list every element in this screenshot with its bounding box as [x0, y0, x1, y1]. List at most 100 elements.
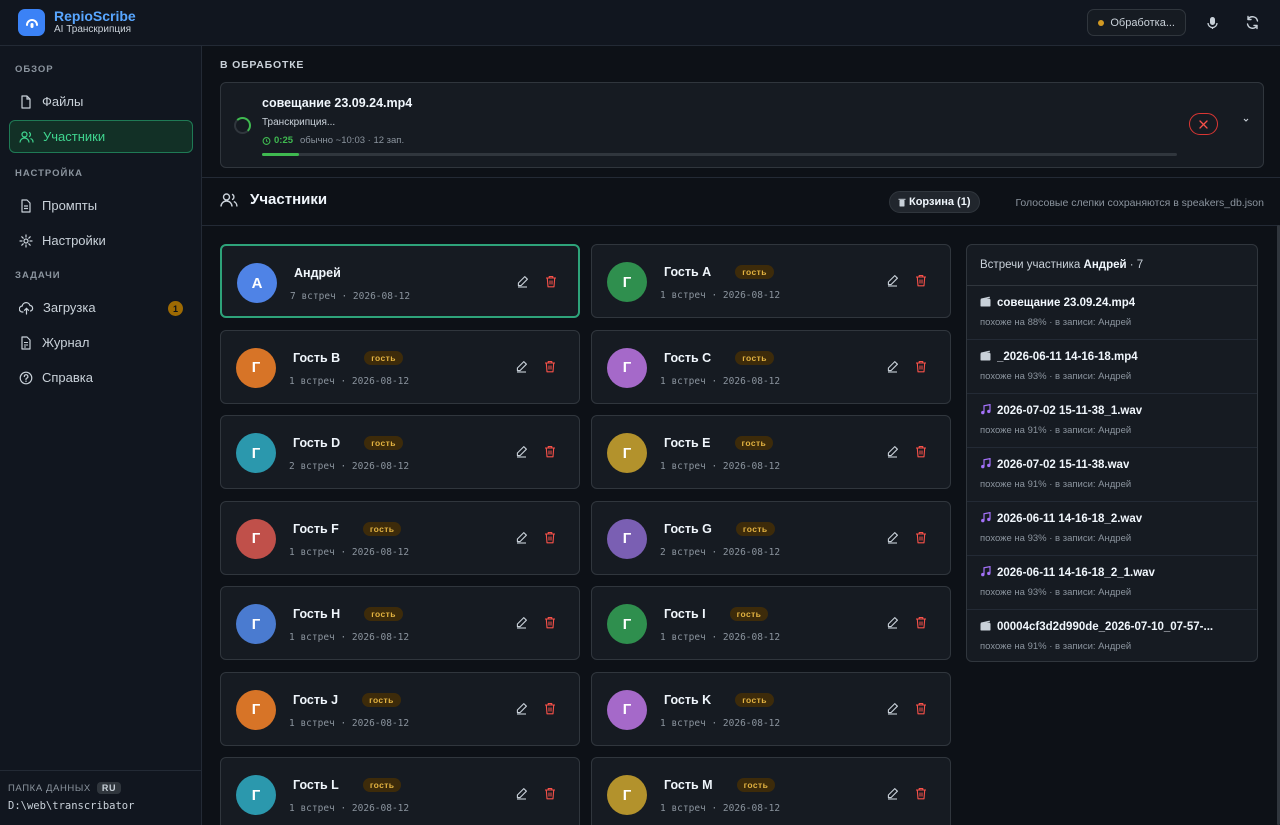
edit-participant-button[interactable]	[515, 445, 530, 460]
delete-participant-button[interactable]	[544, 531, 559, 546]
meeting-file-name: 2026-07-02 15-11-38.wav	[997, 459, 1130, 471]
edit-participant-button[interactable]	[886, 702, 901, 717]
participant-meta: 1 встреч · 2026-08-12	[660, 461, 781, 472]
delete-participant-button[interactable]	[915, 274, 930, 289]
edit-participant-button[interactable]	[886, 616, 901, 631]
meetings-heading-count: · 7	[1129, 259, 1144, 271]
delete-participant-button[interactable]	[544, 445, 559, 460]
edit-participant-button[interactable]	[516, 275, 531, 290]
expand-job-button[interactable]	[1243, 111, 1249, 125]
participant-card[interactable]: А Андрей 7 встреч · 2026-08-12	[220, 244, 580, 318]
meeting-similarity: похоже на 91% · в записи: Андрей	[980, 641, 1132, 652]
meeting-item[interactable]: 2026-06-11 14-16-18_2.wav похоже на 93% ·…	[967, 502, 1257, 556]
participant-card[interactable]: Г Гость J гость 1 встреч · 2026-08-12	[220, 671, 580, 746]
refresh-button[interactable]	[1238, 9, 1266, 37]
chevron-down-icon	[1243, 118, 1249, 122]
sidebar-item-label: Участники	[43, 129, 106, 144]
meeting-file-name: _2026-06-11 14-16-18.mp4	[997, 351, 1138, 363]
participant-card[interactable]: Г Гость M гость 1 встреч · 2026-08-12	[591, 757, 951, 825]
participant-meetings-panel: Встречи участника Андрей · 7 совещание 2…	[966, 244, 1258, 662]
avatar: Г	[607, 433, 647, 473]
meeting-file-name: совещание 23.09.24.mp4	[997, 297, 1136, 309]
edit-participant-button[interactable]	[886, 787, 901, 802]
participant-card[interactable]: Г Гость H гость 1 встреч · 2026-08-12	[220, 586, 580, 660]
pencil-icon	[886, 788, 899, 803]
edit-participant-button[interactable]	[886, 274, 901, 289]
delete-participant-button[interactable]	[915, 787, 930, 802]
section-label-setup: НАСТРОЙКА	[15, 168, 83, 179]
job-meta: обычно ~10:03 · 12 зап.	[300, 135, 405, 146]
participant-card[interactable]: Г Гость K гость 1 встреч · 2026-08-12	[591, 671, 951, 746]
participant-meta: 1 встреч · 2026-08-12	[660, 632, 781, 643]
participant-card[interactable]: Г Гость F гость 1 встреч · 2026-08-12	[220, 500, 580, 575]
participant-card[interactable]: Г Гость I гость 1 встреч · 2026-08-12	[591, 586, 951, 660]
delete-participant-button[interactable]	[915, 360, 930, 375]
brand[interactable]: RepioScribe AI Транскрипция	[0, 9, 200, 36]
participant-meta: 1 встреч · 2026-08-12	[660, 375, 781, 387]
sidebar-item-participants[interactable]: Участники	[9, 120, 193, 153]
participant-name: Гость L	[293, 778, 339, 792]
meeting-item[interactable]: 00004cf3d2d990de_2026-07-10_07-57-... пох…	[967, 610, 1257, 661]
gear-icon	[19, 233, 33, 248]
participant-card[interactable]: Г Гость E гость 1 встреч · 2026-08-12	[591, 415, 951, 489]
sidebar-item-prompts[interactable]: Промпты	[9, 189, 193, 222]
edit-participant-button[interactable]	[515, 531, 530, 546]
sidebar-item-settings[interactable]: Настройки	[9, 224, 193, 257]
meeting-item[interactable]: _2026-06-11 14-16-18.mp4 похоже на 93% · …	[967, 340, 1257, 394]
participant-name: Гость M	[664, 778, 713, 792]
delete-participant-button[interactable]	[544, 787, 559, 802]
microphone-button[interactable]	[1198, 9, 1226, 37]
participant-card[interactable]: Г Гость L гость 1 встреч · 2026-08-12	[220, 757, 580, 825]
participant-card[interactable]: Г Гость B гость 1 встреч · 2026-08-12	[220, 329, 580, 404]
edit-participant-button[interactable]	[886, 531, 901, 546]
avatar-initial: Г	[251, 530, 261, 547]
edit-participant-button[interactable]	[515, 702, 530, 717]
voiceprint-note: Голосовые слепки сохраняются в speakers_…	[1015, 197, 1264, 209]
edit-participant-button[interactable]	[515, 616, 530, 631]
delete-participant-button[interactable]	[915, 531, 930, 546]
delete-participant-button[interactable]	[915, 616, 930, 631]
processing-status-label: Обработка...	[1110, 16, 1175, 29]
delete-participant-button[interactable]	[915, 445, 930, 460]
avatar: Г	[607, 347, 647, 388]
edit-participant-button[interactable]	[886, 445, 901, 460]
sidebar-item-label: Настройки	[42, 233, 106, 248]
participant-meta: 2 встреч · 2026-08-12	[289, 461, 410, 472]
main-scrollbar[interactable]	[1277, 225, 1280, 825]
meeting-item[interactable]: 2026-06-11 14-16-18_2_1.wav похоже на 93%…	[967, 556, 1257, 610]
sidebar-item-journal[interactable]: Журнал	[9, 326, 193, 359]
participant-card[interactable]: Г Гость A гость 1 встреч · 2026-08-12	[591, 244, 951, 318]
language-badge[interactable]: RU	[96, 782, 122, 794]
participant-card[interactable]: Г Гость C гость 1 встреч · 2026-08-12	[591, 329, 951, 404]
meeting-item[interactable]: совещание 23.09.24.mp4 похоже на 88% · в …	[967, 286, 1257, 340]
delete-participant-button[interactable]	[544, 616, 559, 631]
sidebar-item-files[interactable]: Файлы	[9, 85, 193, 118]
sidebar: ОБЗОР Файлы Участники НАСТРОЙКА Промпты …	[0, 46, 202, 825]
edit-participant-button[interactable]	[515, 787, 530, 802]
sidebar-item-help[interactable]: Справка	[9, 361, 193, 394]
cancel-job-button[interactable]	[1189, 113, 1218, 135]
participant-card[interactable]: Г Гость G гость 2 встреч · 2026-08-12	[591, 500, 951, 575]
participant-card[interactable]: Г Гость D гость 2 встреч · 2026-08-12	[220, 415, 580, 489]
guest-badge: гость	[364, 350, 403, 365]
audio-file-icon	[980, 512, 997, 526]
trash-icon	[544, 617, 556, 632]
processing-status-button[interactable]: Обработка...	[1087, 9, 1186, 36]
edit-participant-button[interactable]	[515, 360, 530, 375]
avatar: Г	[236, 604, 276, 644]
sidebar-item-upload[interactable]: Загрузка 1	[9, 291, 193, 324]
pencil-icon	[515, 702, 528, 718]
trash-button[interactable]: Корзина (1)	[889, 191, 980, 213]
close-icon	[1199, 119, 1208, 129]
participant-meta: 1 встреч · 2026-08-12	[660, 717, 781, 729]
meeting-item[interactable]: 2026-07-02 15-11-38.wav похоже на 91% · в…	[967, 448, 1257, 502]
app-title: RepioScribe	[54, 8, 136, 24]
delete-participant-button[interactable]	[544, 702, 559, 717]
edit-participant-button[interactable]	[886, 360, 901, 375]
meeting-item[interactable]: 2026-07-02 15-11-38_1.wav похоже на 91% ·…	[967, 394, 1257, 448]
delete-participant-button[interactable]	[544, 360, 559, 375]
app-logo-icon	[18, 9, 45, 36]
delete-participant-button[interactable]	[545, 275, 560, 290]
meeting-similarity: похоже на 93% · в записи: Андрей	[980, 587, 1132, 598]
delete-participant-button[interactable]	[915, 702, 930, 717]
